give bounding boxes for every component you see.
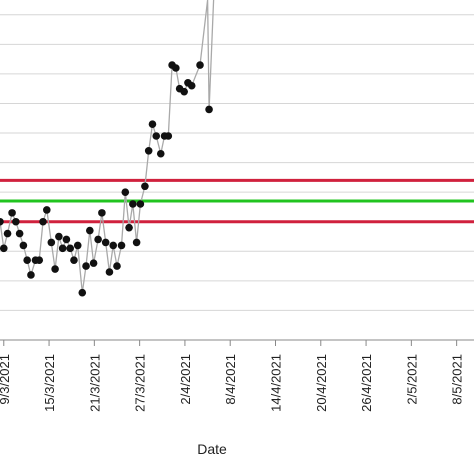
x-tick-label: 2/5/2021 bbox=[404, 354, 419, 405]
data-point bbox=[121, 188, 130, 196]
data-point bbox=[0, 244, 8, 253]
reference-lines bbox=[0, 178, 474, 224]
data-points bbox=[0, 61, 213, 297]
x-tick-label: 15/3/2021 bbox=[42, 354, 57, 412]
data-point bbox=[148, 120, 157, 128]
data-point bbox=[42, 206, 51, 214]
x-tick-label: 20/4/2021 bbox=[314, 354, 329, 412]
x-tick-label: 9/3/2021 bbox=[0, 354, 12, 405]
x-tick-label: 14/4/2021 bbox=[268, 354, 283, 412]
data-point bbox=[86, 226, 94, 235]
data-point bbox=[164, 132, 173, 140]
data-point bbox=[0, 217, 4, 226]
data-point bbox=[35, 256, 44, 264]
data-point bbox=[113, 262, 121, 270]
data-point bbox=[205, 105, 213, 114]
data-point bbox=[47, 238, 56, 247]
x-tick-label: 26/4/2021 bbox=[359, 354, 374, 412]
data-point bbox=[55, 232, 63, 241]
data-point bbox=[66, 244, 74, 253]
data-point bbox=[62, 235, 71, 244]
data-point bbox=[180, 87, 188, 96]
data-point bbox=[19, 241, 28, 250]
data-point bbox=[129, 200, 137, 208]
data-point bbox=[152, 132, 161, 140]
data-point bbox=[82, 262, 90, 270]
data-point bbox=[105, 268, 114, 276]
data-point bbox=[73, 241, 82, 250]
data-point bbox=[144, 146, 153, 155]
data-point bbox=[196, 61, 204, 69]
data-point bbox=[109, 241, 118, 250]
data-point bbox=[89, 259, 98, 267]
x-tick-label: 27/3/2021 bbox=[133, 354, 148, 412]
data-point bbox=[117, 241, 126, 250]
data-point bbox=[3, 229, 12, 238]
data-point bbox=[8, 209, 16, 217]
x-tick-label: 2/4/2021 bbox=[178, 354, 193, 405]
data-point bbox=[58, 244, 67, 253]
data-point bbox=[98, 209, 106, 217]
data-point bbox=[187, 81, 196, 90]
data-point bbox=[136, 200, 145, 208]
data-point bbox=[27, 271, 35, 279]
x-tick-label: 21/3/2021 bbox=[87, 354, 102, 412]
data-point bbox=[12, 217, 20, 226]
data-point bbox=[101, 238, 110, 247]
data-point bbox=[125, 223, 133, 232]
data-point bbox=[141, 182, 149, 191]
x-axis: 9/3/2021 15/3/2021 21/3/2021 27/3/2021 2/4/2… bbox=[0, 339, 474, 412]
data-point bbox=[94, 235, 102, 244]
data-point bbox=[15, 229, 24, 238]
data-point bbox=[78, 288, 87, 297]
data-point bbox=[172, 64, 180, 72]
data-point bbox=[132, 238, 141, 247]
x-axis-title: Date bbox=[197, 441, 227, 457]
x-tick-label: 8/4/2021 bbox=[223, 354, 238, 405]
gridlines bbox=[0, 14, 474, 311]
data-point bbox=[39, 217, 47, 226]
x-tick-label: 8/5/2021 bbox=[450, 354, 465, 405]
data-point bbox=[70, 256, 78, 264]
data-point bbox=[51, 265, 59, 273]
data-point bbox=[156, 149, 165, 158]
data-point bbox=[23, 256, 31, 264]
